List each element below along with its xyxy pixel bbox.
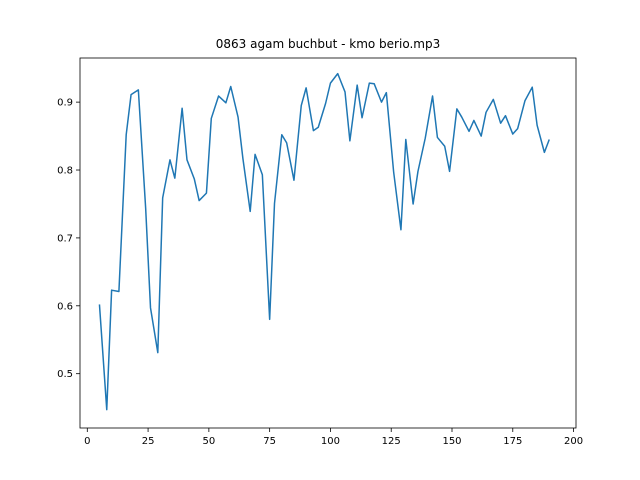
x-tick-label: 25 <box>142 436 155 447</box>
x-tick-label: 150 <box>442 436 461 447</box>
series-line <box>98 72 550 411</box>
series-group <box>98 72 550 411</box>
y-tick-label: 0.8 <box>57 166 73 177</box>
x-tick-label: 200 <box>564 436 583 447</box>
y-tick-label: 0.7 <box>57 233 73 244</box>
x-tick-label: 75 <box>263 436 276 447</box>
x-tick-label: 175 <box>503 436 522 447</box>
plot-frame <box>79 57 577 429</box>
chart-title: 0863 agam buchbut - kmo berio.mp3 <box>216 37 440 51</box>
y-tick-label: 0.6 <box>57 301 73 312</box>
plot-area <box>80 58 576 428</box>
y-tick-label: 0.9 <box>57 98 73 109</box>
x-tick-label: 100 <box>321 436 340 447</box>
x-tick-label: 50 <box>202 436 215 447</box>
y-tick-label: 0.5 <box>57 369 73 380</box>
x-axis-ticks: 0 25 50 75 100 125 150 175 200 <box>84 428 583 447</box>
y-axis-ticks: 0.5 0.6 0.7 0.8 0.9 <box>57 98 80 380</box>
x-tick-label: 125 <box>382 436 401 447</box>
x-tick-label: 0 <box>84 436 90 447</box>
